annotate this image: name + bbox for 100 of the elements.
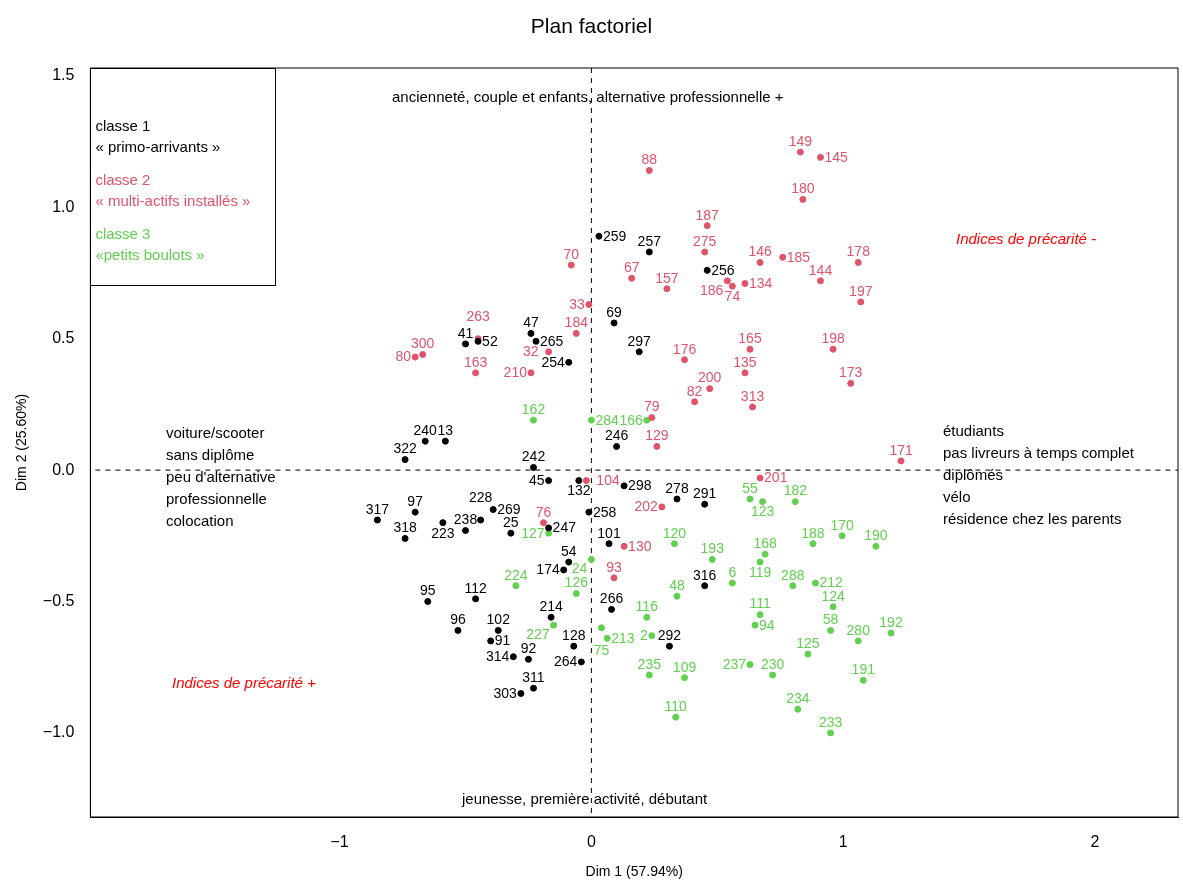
y-tick-label: −0.5 <box>42 591 75 609</box>
annotation: 123 <box>750 503 775 520</box>
annotation: 174 <box>536 561 560 578</box>
text: classe 2 « multi-actifs installés » <box>95 170 252 211</box>
y-tick-label: 0.5 <box>52 329 75 347</box>
annotation: étudiants pas livreurs à temps complet diplômés vélo résidence chez les parents <box>943 421 1134 529</box>
annotation: 176 <box>672 340 697 357</box>
annotation: 110 <box>664 697 688 714</box>
text: classe 3 «petits boulots » <box>95 224 206 265</box>
annotation: 125 <box>796 634 820 651</box>
annotation: 135 <box>733 353 757 370</box>
annotation: 178 <box>846 243 871 260</box>
annotation: 101 <box>597 524 621 541</box>
annotation: 119 <box>748 563 772 580</box>
chart-title: Plan factoriel <box>529 14 654 38</box>
annotation: 269 <box>497 500 521 517</box>
annotation: 145 <box>824 148 849 165</box>
annotation: jeunesse, première activité, débutant <box>462 789 708 809</box>
annotation: 69 <box>606 303 623 320</box>
annotation: 198 <box>821 330 845 347</box>
annotation: 210 <box>503 364 528 381</box>
annotation: 112 <box>464 579 487 596</box>
annotation: 75 <box>593 641 610 658</box>
annotation: 163 <box>463 353 488 370</box>
annotation: voiture/scooter sans diplôme peu d'alternative professionnelle colocation <box>166 423 276 531</box>
annotation: 317 <box>365 500 390 517</box>
annotation: 94 <box>759 616 775 633</box>
annotation: 116 <box>635 598 659 615</box>
annotation: 265 <box>540 332 564 349</box>
annotation: 128 <box>562 627 586 644</box>
x-axis-title: Dim 1 (57.94%) <box>585 863 683 880</box>
annotation: 144 <box>808 261 833 278</box>
annotation: 187 <box>695 206 720 223</box>
annotation: 127 <box>521 524 545 541</box>
annotation: 247 <box>552 519 577 536</box>
annotation: 278 <box>665 479 689 496</box>
annotation: 76 <box>535 503 552 520</box>
y-tick-label: 1.5 <box>52 66 75 84</box>
annotation: 230 <box>760 655 785 672</box>
annotation: 52 <box>482 332 498 349</box>
annotation: 45 <box>529 471 545 488</box>
annotation: 297 <box>627 332 652 349</box>
annotation: 171 <box>889 441 913 458</box>
annotation: 165 <box>738 330 762 347</box>
annotation: 214 <box>539 598 563 615</box>
annotation: 157 <box>655 269 679 286</box>
text: classe 1 « primo-arrivants » <box>95 116 222 157</box>
annotation: 314 <box>485 648 510 665</box>
annotation: 173 <box>839 364 863 381</box>
annotation: 185 <box>786 248 811 265</box>
annotation: 213 <box>611 629 635 646</box>
annotation: 240 <box>413 422 438 439</box>
annotation: 311 <box>522 669 545 686</box>
annotation: 318 <box>393 519 417 536</box>
annotation: 47 <box>523 314 539 331</box>
annotation: 97 <box>407 493 424 509</box>
annotation: 13 <box>437 422 454 439</box>
y-tick-label: 1.0 <box>52 197 75 215</box>
annotation: 233 <box>818 713 843 730</box>
annotation: 168 <box>753 535 777 552</box>
annotation: 238 <box>453 511 478 528</box>
annotation: 242 <box>521 448 546 465</box>
annotation: 264 <box>553 653 578 670</box>
annotation: 192 <box>879 613 903 630</box>
annotation: 96 <box>450 611 466 628</box>
annotation: 322 <box>393 440 417 457</box>
annotation: 190 <box>864 527 888 544</box>
annotation: 202 <box>634 498 659 515</box>
annotation: 74 <box>724 287 741 304</box>
annotation: 180 <box>791 180 815 197</box>
annotation: 55 <box>742 479 758 496</box>
annotation: 256 <box>711 261 735 278</box>
annotation: 162 <box>521 401 546 418</box>
annotation: 193 <box>700 540 725 557</box>
annotation: 129 <box>645 427 669 444</box>
annotation: 134 <box>748 274 773 291</box>
annotation: 33 <box>569 295 586 312</box>
annotation: 67 <box>623 259 640 276</box>
annotation: 126 <box>564 574 589 591</box>
annotation: 275 <box>693 232 717 249</box>
annotation: 91 <box>494 632 511 649</box>
annotation: 104 <box>596 471 620 488</box>
annotation: 95 <box>419 582 436 599</box>
annotation: 166 <box>619 411 643 428</box>
annotation: 79 <box>644 398 660 415</box>
annotation: 284 <box>595 411 619 428</box>
annotation: 2 <box>640 627 649 644</box>
annotation: ancienneté, couple et enfants, alternative professionnelle + <box>392 87 784 107</box>
annotation: 234 <box>786 690 810 707</box>
annotation: 102 <box>486 611 511 628</box>
annotation: 191 <box>851 661 876 678</box>
annotation: 188 <box>801 524 825 541</box>
annotation: 237 <box>722 655 747 672</box>
annotation: 280 <box>846 621 871 638</box>
annotation: 197 <box>849 282 873 299</box>
x-tick-label: 0 <box>586 833 596 851</box>
annotation: 292 <box>657 627 682 644</box>
annotation: 184 <box>564 314 589 331</box>
annotation: 288 <box>781 566 805 583</box>
annotation: 149 <box>788 132 813 149</box>
